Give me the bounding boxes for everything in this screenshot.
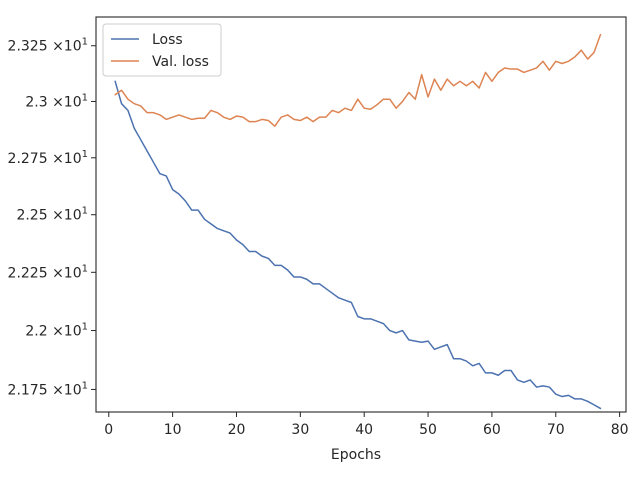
series-line-val-loss [114, 33, 602, 127]
y-tick-label: 2.225 ×101 [8, 263, 88, 281]
legend-box [102, 23, 222, 77]
x-tick-label: 10 [164, 422, 182, 438]
x-tick-label: 60 [483, 422, 501, 438]
y-tick-label: 2.275 ×101 [8, 149, 88, 167]
y-tick-label: 2.2 ×101 [25, 322, 88, 340]
y-tick-label: 2.3 ×101 [25, 92, 88, 110]
x-axis-label: Epochs [331, 447, 381, 463]
legend-label-loss: Loss [152, 32, 183, 48]
y-axis: 2.175 ×101 2.2 ×101 2.225 ×101 2.25 ×101 2.2… [8, 37, 96, 398]
x-tick-label: 80 [611, 422, 629, 438]
x-tick-label: 30 [291, 422, 309, 438]
x-axis: 0 10 20 30 40 50 60 70 80 [104, 412, 629, 438]
legend: Loss Val. loss [102, 23, 222, 77]
y-tick-label: 2.25 ×101 [16, 206, 88, 224]
series-line-loss [114, 80, 602, 410]
legend-label-val-loss: Val. loss [152, 54, 209, 70]
x-tick-label: 0 [104, 422, 113, 438]
x-tick-label: 70 [547, 422, 565, 438]
x-tick-label: 20 [228, 422, 246, 438]
y-tick-label: 2.325 ×101 [8, 37, 88, 55]
y-tick-label: 2.175 ×101 [8, 380, 88, 398]
x-tick-label: 40 [355, 422, 373, 438]
series-layer [114, 33, 602, 410]
x-tick-label: 50 [419, 422, 437, 438]
